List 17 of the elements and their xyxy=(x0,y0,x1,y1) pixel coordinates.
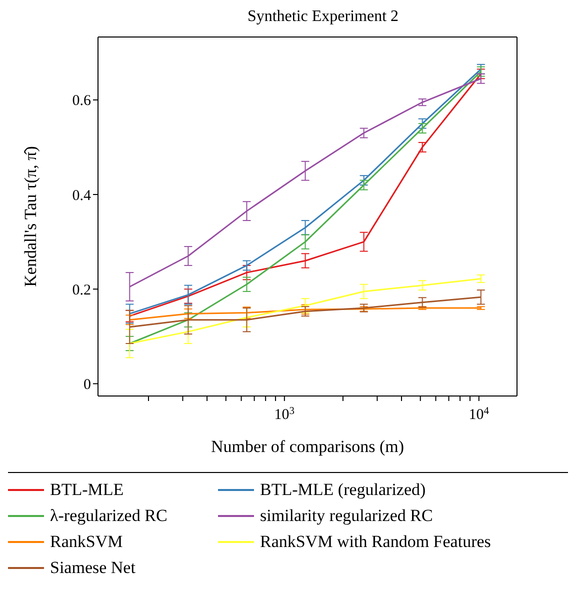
line-series xyxy=(128,278,482,344)
x-tick-label: 10$^{3}$ xyxy=(274,406,295,423)
legend-label: RankSVM xyxy=(50,532,123,552)
legend-label: RankSVM with Random Features xyxy=(260,532,491,552)
y-tick-label: 0 xyxy=(84,377,91,394)
y-tick-label: 0.2 xyxy=(72,282,91,298)
legend-label: BTL-MLE (regularized) xyxy=(260,480,426,500)
legend-label: BTL-MLE xyxy=(50,480,124,500)
y-tick-label: 0.4 xyxy=(72,188,92,204)
legend-label: similarity regularized RC xyxy=(260,506,433,526)
x-axis-title: Number of comparisons (m) xyxy=(210,437,404,456)
chart-title: Synthetic Experiment 2 xyxy=(246,8,400,26)
legend-label: Siamese Net xyxy=(50,558,136,578)
y-axis-title: Kendall's Tau τ(π, π̂) xyxy=(21,146,40,287)
legend-label: λ-regularized RC xyxy=(50,506,168,526)
x-tick-label: 10$^{4}$ xyxy=(468,406,490,423)
y-tick-label: 0.6 xyxy=(72,93,92,110)
